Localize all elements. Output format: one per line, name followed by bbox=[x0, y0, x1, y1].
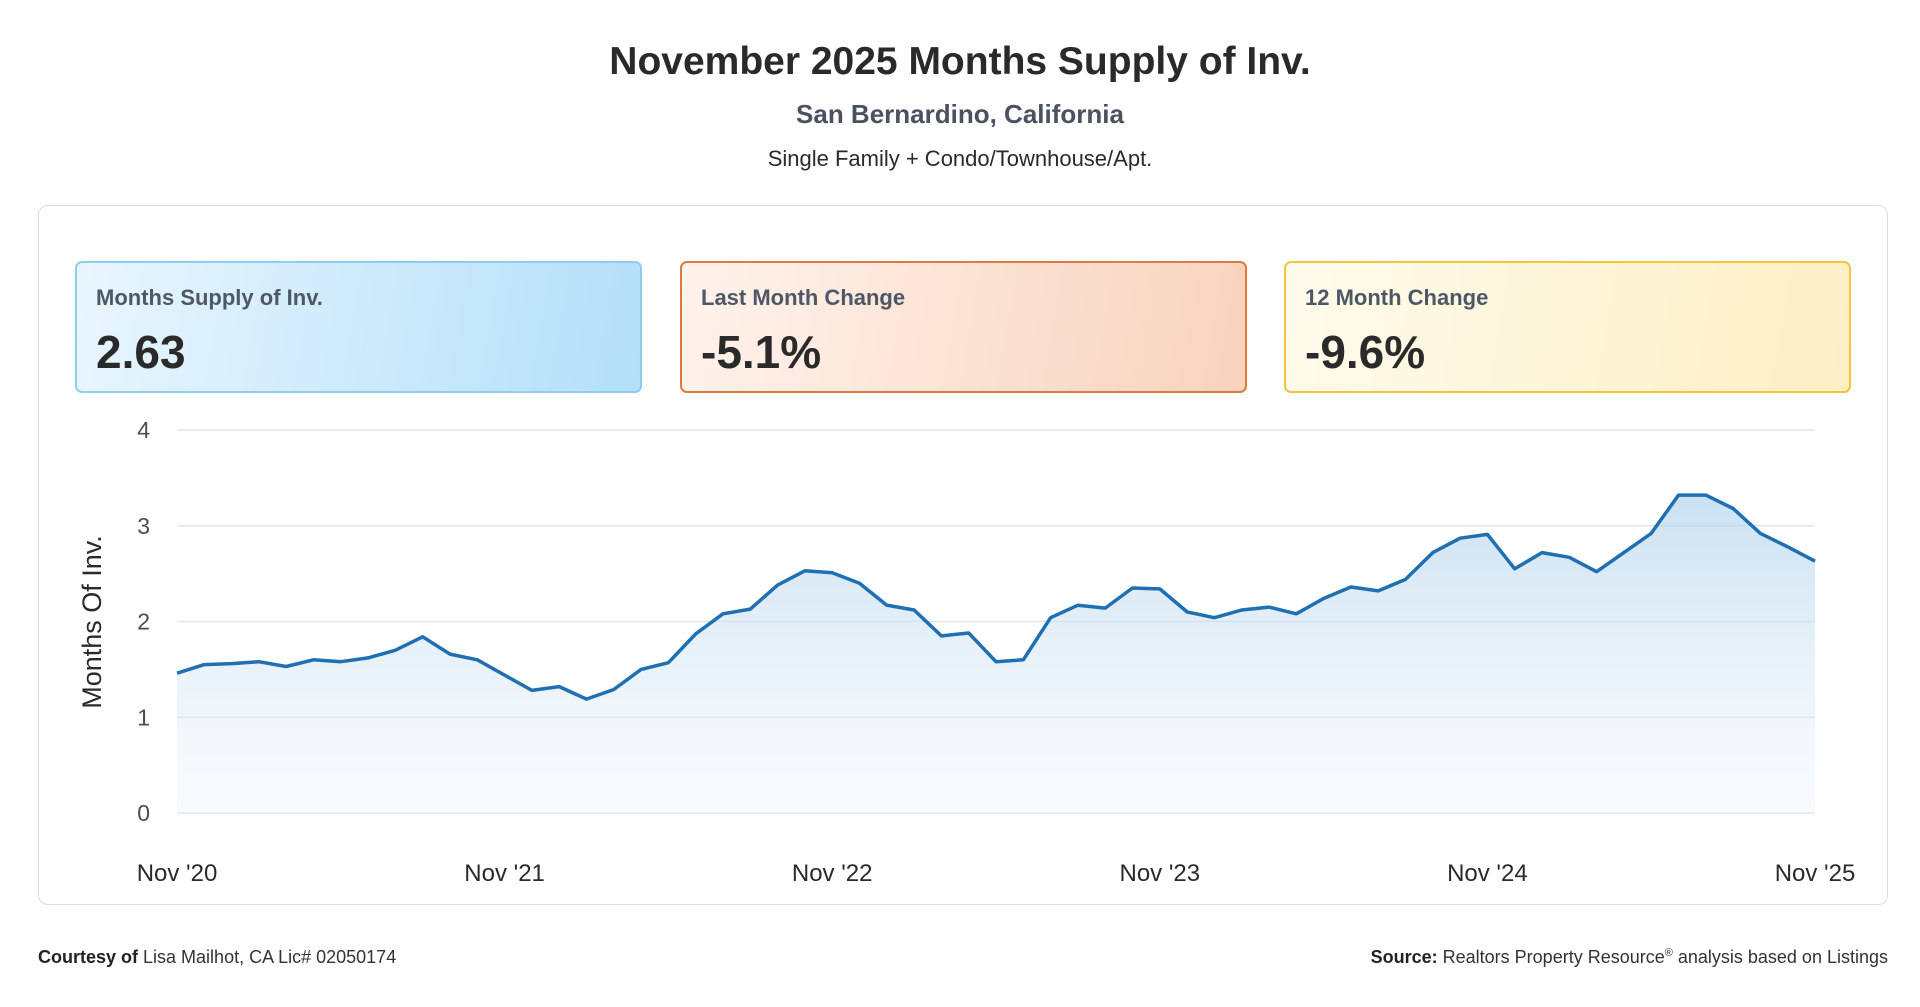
stat-card-last-month-change: Last Month Change -5.1% bbox=[680, 261, 1247, 393]
x-tick-label: Nov '20 bbox=[137, 860, 218, 887]
x-tick-label: Nov '23 bbox=[1119, 860, 1200, 887]
y-tick-label: 2 bbox=[137, 609, 150, 635]
x-tick-label: Nov '24 bbox=[1447, 860, 1528, 887]
stat-card-value: 2.63 bbox=[96, 326, 186, 378]
footer-source: Source: Realtors Property Resource® anal… bbox=[1371, 947, 1888, 968]
series-line bbox=[176, 493, 1816, 701]
x-tick-label: Nov '25 bbox=[1775, 860, 1856, 887]
stat-card-months-supply: Months Supply of Inv. 2.63 bbox=[75, 261, 642, 393]
footer-courtesy: Courtesy of Lisa Mailhot, CA Lic# 020501… bbox=[38, 947, 396, 968]
x-tick-label: Nov '21 bbox=[464, 860, 545, 887]
stat-card-label: Months Supply of Inv. bbox=[96, 285, 323, 310]
stat-card-value: -9.6% bbox=[1305, 326, 1426, 378]
y-axis-label: Months Of Inv. bbox=[77, 535, 107, 709]
stat-card-label: Last Month Change bbox=[701, 285, 906, 310]
courtesy-text: Lisa Mailhot, CA Lic# 02050174 bbox=[143, 947, 397, 967]
property-types: Single Family + Condo/Townhouse/Apt. bbox=[767, 146, 1153, 171]
courtesy-label: Courtesy of bbox=[38, 947, 139, 967]
registered-mark: ® bbox=[1664, 947, 1673, 959]
y-tick-label: 3 bbox=[137, 513, 150, 539]
area-fill bbox=[177, 495, 1815, 813]
stat-card-label: 12 Month Change bbox=[1305, 285, 1489, 310]
x-tick-label: Nov '22 bbox=[792, 860, 873, 887]
y-tick-label: 0 bbox=[137, 800, 150, 826]
chart-title: November 2025 Months Supply of Inv. bbox=[609, 40, 1311, 83]
y-tick-label: 1 bbox=[137, 704, 150, 730]
y-tick-label: 4 bbox=[137, 417, 150, 443]
stat-card-12-month-change: 12 Month Change -9.6% bbox=[1284, 261, 1851, 393]
source-text-rest: analysis based on Listings bbox=[1677, 947, 1888, 967]
source-text: Realtors Property Resource bbox=[1442, 947, 1665, 967]
chart-subtitle: San Bernardino, California bbox=[796, 99, 1124, 129]
source-label: Source: bbox=[1370, 947, 1438, 967]
stat-card-value: -5.1% bbox=[701, 326, 822, 378]
